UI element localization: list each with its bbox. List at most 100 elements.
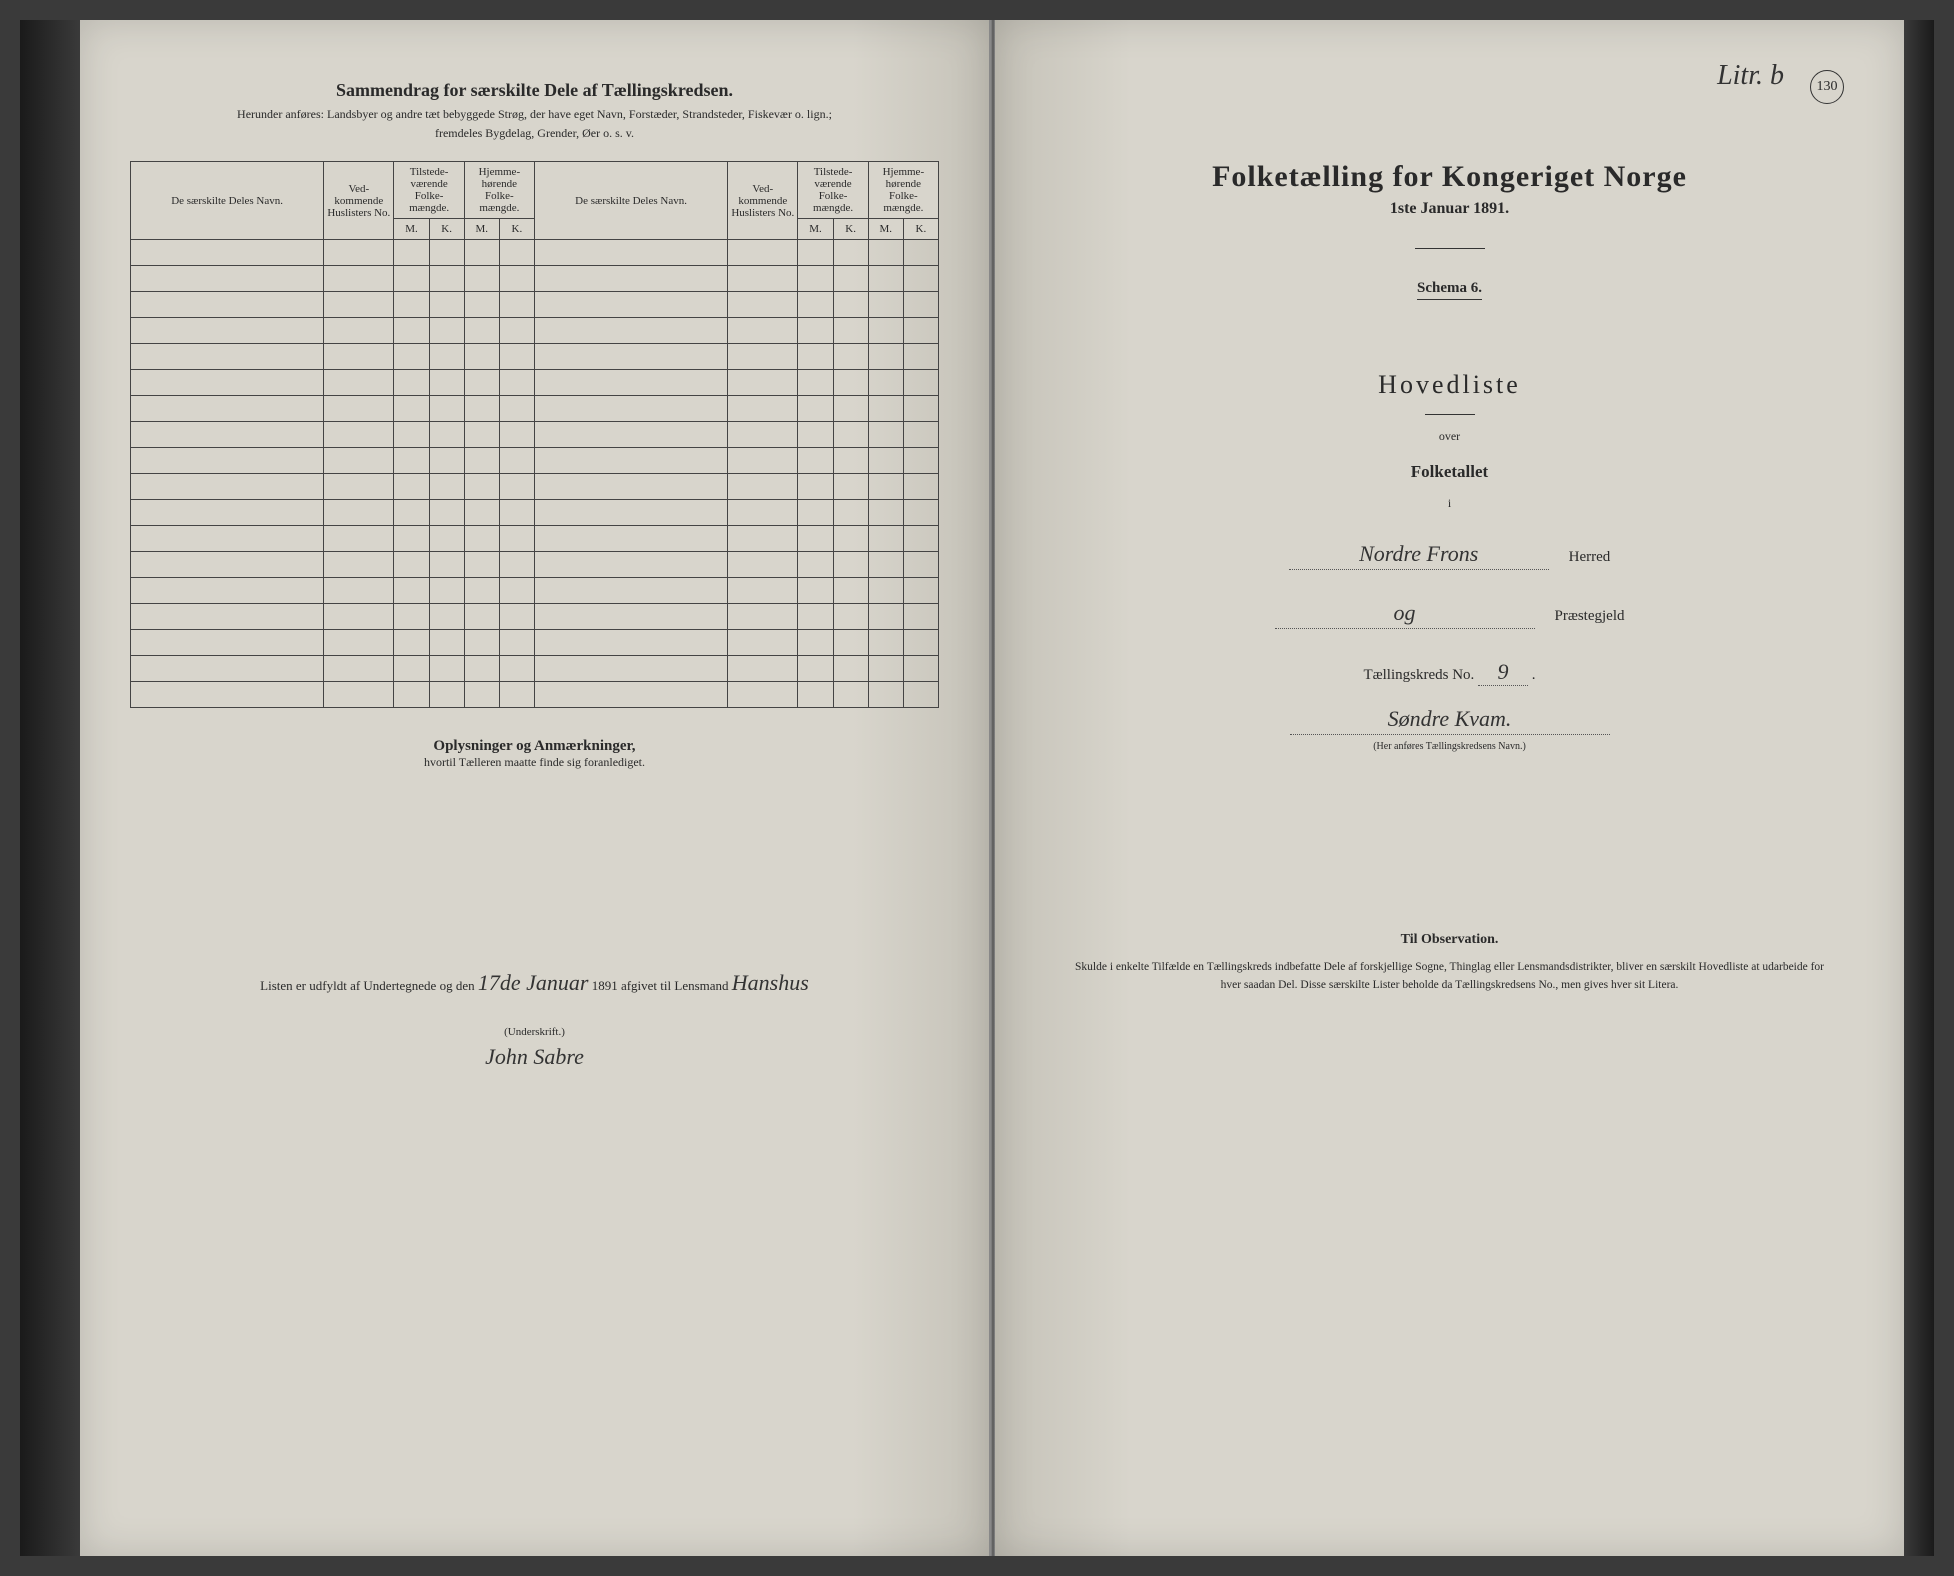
table-cell	[131, 396, 324, 422]
table-cell	[394, 292, 429, 318]
table-cell	[429, 526, 464, 552]
table-cell	[833, 266, 868, 292]
table-cell	[464, 656, 499, 682]
table-cell	[534, 240, 727, 266]
herred-row: Nordre Frons Herred	[1045, 541, 1854, 570]
table-cell	[868, 578, 903, 604]
table-cell	[394, 240, 429, 266]
table-cell	[903, 552, 938, 578]
table-cell	[534, 370, 727, 396]
col-no-1: Ved-kommende Huslisters No.	[324, 162, 394, 240]
table-cell	[131, 604, 324, 630]
table-cell	[798, 500, 833, 526]
table-cell	[429, 240, 464, 266]
table-cell	[131, 266, 324, 292]
table-cell	[868, 292, 903, 318]
table-cell	[324, 292, 394, 318]
table-cell	[728, 318, 798, 344]
rule	[1415, 248, 1485, 249]
table-cell	[394, 604, 429, 630]
table-cell	[728, 266, 798, 292]
table-cell	[324, 240, 394, 266]
table-cell	[464, 552, 499, 578]
table-cell	[464, 344, 499, 370]
table-cell	[903, 448, 938, 474]
table-cell	[499, 318, 534, 344]
table-cell	[833, 448, 868, 474]
table-cell	[833, 370, 868, 396]
table-cell	[499, 474, 534, 500]
table-cell	[868, 526, 903, 552]
summary-header: Sammendrag for særskilte Dele af Tælling…	[130, 80, 939, 101]
table-row	[131, 552, 939, 578]
table-cell	[324, 578, 394, 604]
table-cell	[394, 474, 429, 500]
table-cell	[868, 448, 903, 474]
table-cell	[429, 604, 464, 630]
table-cell	[798, 266, 833, 292]
table-cell	[131, 370, 324, 396]
signature: John Sabre	[130, 1044, 939, 1070]
table-cell	[728, 526, 798, 552]
kreds-name-row: Søndre Kvam.	[1045, 706, 1854, 735]
table-cell	[131, 656, 324, 682]
table-cell	[394, 370, 429, 396]
col-k: K.	[429, 219, 464, 240]
summary-sub2: fremdeles Bygdelag, Grender, Øer o. s. v…	[130, 126, 939, 141]
table-cell	[464, 422, 499, 448]
table-cell	[728, 370, 798, 396]
table-cell	[394, 344, 429, 370]
table-cell	[394, 500, 429, 526]
table-cell	[833, 344, 868, 370]
table-cell	[534, 422, 727, 448]
table-cell	[728, 604, 798, 630]
table-cell	[868, 318, 903, 344]
table-cell	[464, 240, 499, 266]
table-cell	[429, 682, 464, 708]
table-row	[131, 474, 939, 500]
table-cell	[903, 318, 938, 344]
table-cell	[728, 448, 798, 474]
col-name-2: De særskilte Deles Navn.	[534, 162, 727, 240]
table-cell	[131, 318, 324, 344]
table-cell	[534, 474, 727, 500]
table-cell	[868, 656, 903, 682]
table-cell	[429, 474, 464, 500]
sig-prefix: Listen er udfyldt af Undertegnede og den	[260, 978, 474, 993]
table-cell	[728, 240, 798, 266]
table-cell	[833, 240, 868, 266]
table-cell	[798, 448, 833, 474]
table-cell	[833, 604, 868, 630]
table-cell	[534, 552, 727, 578]
table-cell	[903, 526, 938, 552]
census-table: De særskilte Deles Navn. Ved-kommende Hu…	[130, 161, 939, 708]
table-cell	[499, 604, 534, 630]
table-row	[131, 630, 939, 656]
table-cell	[798, 630, 833, 656]
table-cell	[499, 526, 534, 552]
table-cell	[324, 344, 394, 370]
table-cell	[798, 656, 833, 682]
table-cell	[728, 292, 798, 318]
sig-lensmand: Hanshus	[732, 970, 809, 995]
table-cell	[394, 318, 429, 344]
herred-value: Nordre Frons	[1289, 541, 1549, 570]
table-cell	[464, 630, 499, 656]
table-cell	[534, 266, 727, 292]
table-cell	[728, 500, 798, 526]
table-row	[131, 448, 939, 474]
table-cell	[534, 682, 727, 708]
folketallet: Folketallet	[1045, 462, 1854, 482]
praestegjeld-row: og Præstegjeld	[1045, 600, 1854, 629]
summary-sub1: Herunder anføres: Landsbyer og andre tæt…	[130, 107, 939, 122]
table-cell	[324, 422, 394, 448]
table-row	[131, 578, 939, 604]
table-cell	[394, 630, 429, 656]
table-cell	[324, 656, 394, 682]
book-spread: Sammendrag for særskilte Dele af Tælling…	[20, 20, 1934, 1556]
table-cell	[728, 474, 798, 500]
table-row	[131, 604, 939, 630]
table-cell	[868, 422, 903, 448]
table-cell	[429, 630, 464, 656]
table-cell	[798, 552, 833, 578]
